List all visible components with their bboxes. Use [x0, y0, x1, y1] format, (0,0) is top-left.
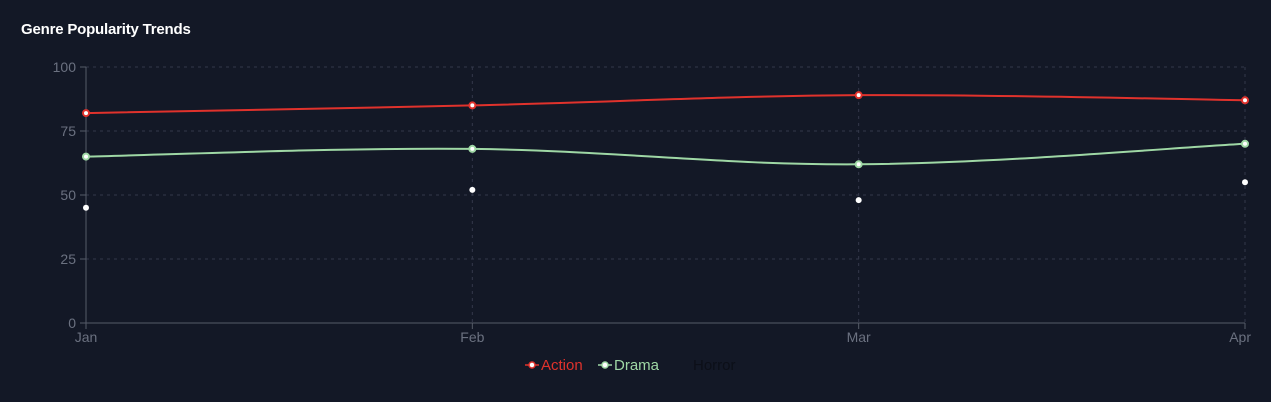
- action-data-point: [83, 110, 89, 116]
- legend-drama-marker-icon: [602, 362, 608, 368]
- horror-data-point: [83, 205, 89, 211]
- legend-action-marker-icon: [529, 362, 535, 368]
- drama-data-point: [83, 154, 89, 160]
- horror-data-point: [856, 197, 862, 203]
- legend-horror-label: Horror: [693, 357, 736, 374]
- horror-data-point: [1242, 179, 1248, 185]
- x-tick-label: Mar: [847, 329, 871, 345]
- action-data-point: [1242, 97, 1248, 103]
- drama-data-point: [469, 146, 475, 152]
- action-series-line: [86, 95, 1245, 113]
- legend-action-label: Action: [541, 357, 583, 374]
- action-data-point: [856, 92, 862, 98]
- drama-data-point: [1242, 141, 1248, 147]
- x-tick-label: Feb: [460, 329, 484, 345]
- x-tick-label: Jan: [75, 329, 98, 345]
- y-tick-label: 50: [60, 187, 76, 203]
- legend-drama-label: Drama: [614, 357, 660, 374]
- y-tick-label: 75: [60, 123, 76, 139]
- x-tick-label: Apr: [1229, 329, 1251, 345]
- y-tick-label: 25: [60, 251, 76, 267]
- drama-data-point: [856, 161, 862, 167]
- action-data-point: [469, 102, 475, 108]
- y-tick-label: 100: [53, 59, 77, 75]
- horror-data-point: [469, 187, 475, 193]
- drama-series-line: [86, 144, 1245, 165]
